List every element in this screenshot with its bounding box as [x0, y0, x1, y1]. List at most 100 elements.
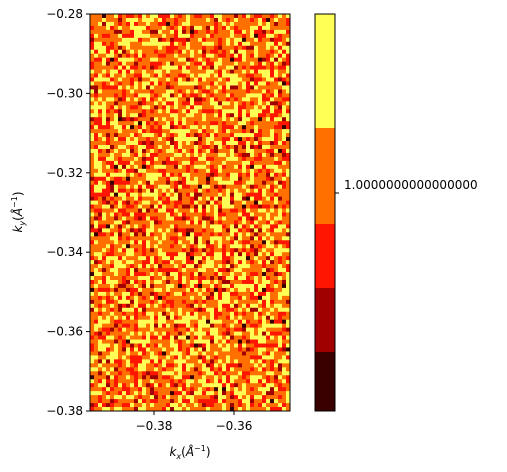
heatmap-cell [218, 152, 223, 158]
heatmap-cell [102, 61, 107, 66]
heatmap-cell [258, 14, 263, 19]
heatmap-cell [214, 395, 219, 400]
heatmap-cell [202, 113, 207, 118]
heatmap-cell [170, 379, 175, 384]
heatmap-cell [122, 327, 127, 332]
heatmap-cell [118, 240, 123, 245]
heatmap-cell [270, 220, 275, 225]
heatmap-cell [114, 156, 119, 162]
heatmap-cell [126, 371, 131, 376]
heatmap-cell [162, 391, 167, 396]
heatmap-cell [190, 216, 195, 221]
heatmap-cell [214, 93, 219, 98]
heatmap-cell [242, 77, 247, 82]
heatmap-cell [242, 323, 247, 328]
heatmap-cell [126, 359, 131, 364]
heatmap-cell [110, 101, 115, 106]
heatmap-cell [186, 49, 191, 54]
heatmap-cell [250, 49, 255, 54]
heatmap-cell [222, 236, 227, 241]
heatmap-cell [114, 148, 119, 154]
heatmap-cell [194, 152, 199, 158]
heatmap-cell [246, 367, 251, 372]
heatmap-cell [278, 89, 283, 94]
heatmap-cell [142, 188, 147, 193]
heatmap-cell [206, 160, 211, 166]
heatmap-cell [190, 256, 195, 261]
heatmap-cell [266, 295, 271, 301]
heatmap-cell [126, 399, 131, 404]
heatmap-cell [230, 180, 235, 186]
heatmap-cell [118, 315, 123, 320]
heatmap-cell [154, 117, 159, 122]
heatmap-cell [146, 407, 151, 412]
heatmap-cell [258, 403, 263, 408]
heatmap-cell [118, 180, 123, 186]
heatmap-cell [270, 391, 275, 396]
heatmap-cell [242, 105, 247, 110]
heatmap-cell [262, 339, 267, 344]
heatmap-cell [186, 323, 191, 328]
heatmap-cell [266, 264, 271, 269]
heatmap-cell [102, 25, 107, 31]
heatmap-cell [202, 252, 207, 257]
heatmap-cell [278, 137, 283, 142]
heatmap-cell [158, 49, 163, 54]
heatmap-cell [270, 347, 275, 352]
heatmap-cell [242, 252, 247, 257]
heatmap-cell [130, 272, 135, 277]
heatmap-cell [210, 283, 215, 289]
heatmap-cell [170, 61, 175, 66]
heatmap-cell [150, 208, 155, 213]
heatmap-cell [154, 339, 159, 344]
heatmap-cell [226, 387, 231, 392]
heatmap-cell [150, 188, 155, 193]
heatmap-cell [246, 141, 251, 146]
heatmap-cell [282, 188, 287, 193]
heatmap-cell [158, 168, 163, 174]
heatmap-cell [126, 236, 131, 241]
heatmap-cell [98, 129, 103, 134]
heatmap-cell [262, 97, 267, 102]
heatmap-cell [110, 65, 115, 70]
heatmap-cell [94, 291, 99, 297]
heatmap-cell [250, 113, 255, 118]
heatmap-cell [98, 395, 103, 400]
heatmap-cell [146, 113, 151, 118]
heatmap-cell [122, 287, 127, 293]
heatmap-cell [186, 14, 191, 19]
heatmap-cell [198, 228, 203, 233]
heatmap-cell [266, 176, 271, 182]
heatmap-cell [246, 125, 251, 130]
heatmap-cell [282, 53, 287, 58]
heatmap-cell [282, 395, 287, 400]
heatmap-cell [130, 220, 135, 225]
heatmap-cell [158, 156, 163, 162]
heatmap-cell [254, 168, 259, 174]
heatmap-cell [146, 236, 151, 241]
heatmap-cell [150, 287, 155, 293]
heatmap-cell [186, 109, 191, 114]
heatmap-cell [146, 323, 151, 328]
heatmap-cell [282, 77, 287, 82]
heatmap-cell [150, 315, 155, 320]
heatmap-cell [162, 17, 167, 23]
heatmap-cell [118, 256, 123, 261]
heatmap-cell [214, 49, 219, 54]
heatmap-cell [190, 61, 195, 66]
heatmap-cell [266, 375, 271, 380]
heatmap-cell [94, 399, 99, 404]
heatmap-cell [174, 307, 179, 313]
heatmap-cell [242, 403, 247, 408]
heatmap-cell [154, 355, 159, 360]
heatmap-cell [110, 49, 115, 54]
heatmap-cell [130, 25, 135, 31]
heatmap-cell [226, 331, 231, 336]
heatmap-cell [130, 387, 135, 392]
heatmap-cell [162, 260, 167, 265]
heatmap-cell [206, 69, 211, 74]
heatmap-cell [246, 164, 251, 170]
heatmap-cell [214, 283, 219, 289]
heatmap-cell [126, 109, 131, 114]
heatmap-cell [158, 287, 163, 293]
